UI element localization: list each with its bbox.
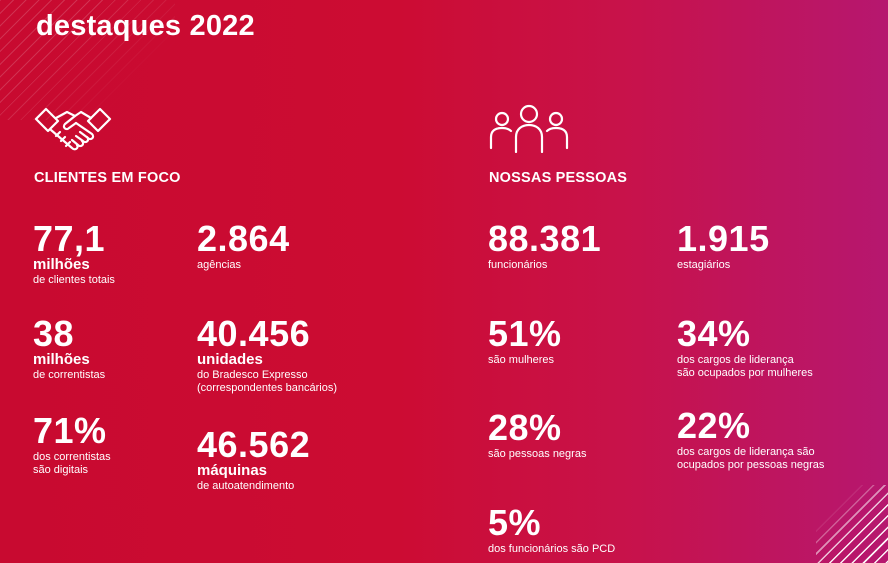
stat-unit: máquinas (197, 462, 268, 479)
stat-bradesco-expresso: 40.456 unidades do Bradesco Expresso (co… (197, 313, 338, 395)
stat-correntistas-digitais: 71% dos correntistas são digitais (33, 410, 111, 477)
stat-desc: são ocupados por mulheres (677, 367, 813, 379)
stat-desc: de clientes totais (33, 274, 115, 286)
stat-lideranca-mulheres: 34% dos cargos de liderança são ocupados… (677, 313, 813, 380)
stat-value: 28% (488, 407, 562, 448)
stat-funcionarios: 88.381 funcionários (488, 218, 602, 272)
stat-clientes-totais: 77,1 milhões de clientes totais (33, 218, 115, 287)
stat-desc: (correspondentes bancários) (197, 382, 338, 394)
stat-lideranca-pessoas-negras: 22% dos cargos de liderança são ocupados… (677, 405, 825, 472)
stat-unit: milhões (33, 256, 90, 273)
section-title-pessoas: NOSSAS PESSOAS (489, 170, 628, 186)
stat-correntistas: 38 milhões de correntistas (33, 313, 106, 382)
stat-desc: dos correntistas (33, 451, 111, 463)
stat-pessoas-negras: 28% são pessoas negras (488, 407, 587, 461)
stat-value: 40.456 (197, 313, 311, 354)
stat-desc: são digitais (33, 464, 89, 476)
people-group-icon (489, 104, 569, 153)
stat-desc: dos cargos de liderança são (677, 446, 815, 458)
stat-desc: de correntistas (33, 369, 106, 381)
stat-desc: agências (197, 259, 242, 271)
page-title: destaques 2022 (36, 10, 255, 42)
decorative-stripes-bottom-right (816, 485, 888, 563)
stat-value: 5% (488, 502, 542, 543)
section-title-clientes: CLIENTES EM FOCO (34, 170, 181, 186)
stat-desc: dos cargos de liderança (677, 354, 794, 366)
stat-desc: são pessoas negras (488, 448, 587, 460)
stat-value: 2.864 (197, 218, 290, 259)
stat-desc: funcionários (488, 259, 548, 271)
stat-value: 77,1 (33, 218, 106, 259)
stat-desc: são mulheres (488, 354, 555, 366)
stat-desc: do Bradesco Expresso (197, 369, 308, 381)
stat-maquinas: 46.562 máquinas de autoatendimento (197, 424, 311, 493)
stat-value: 34% (677, 313, 751, 354)
stat-unit: milhões (33, 351, 90, 368)
stat-estagiarios: 1.915 estagiários (677, 218, 770, 272)
stat-value: 22% (677, 405, 751, 446)
stat-desc: de autoatendimento (197, 480, 295, 492)
stat-value: 46.562 (197, 424, 311, 465)
stat-value: 38 (33, 313, 75, 354)
stat-pcd: 5% dos funcionários são PCD (488, 502, 616, 556)
stat-value: 88.381 (488, 218, 602, 259)
stat-value: 1.915 (677, 218, 770, 259)
stat-desc: dos funcionários são PCD (488, 543, 616, 555)
stat-mulheres: 51% são mulheres (488, 313, 562, 367)
stat-desc: ocupados por pessoas negras (677, 459, 825, 471)
stat-unit: unidades (197, 351, 263, 368)
stat-value: 51% (488, 313, 562, 354)
stat-desc: estagiários (677, 259, 731, 271)
stat-agencias: 2.864 agências (197, 218, 290, 272)
stat-value: 71% (33, 410, 107, 451)
handshake-icon (34, 107, 112, 151)
decorative-stripes-top-left (0, 0, 175, 120)
